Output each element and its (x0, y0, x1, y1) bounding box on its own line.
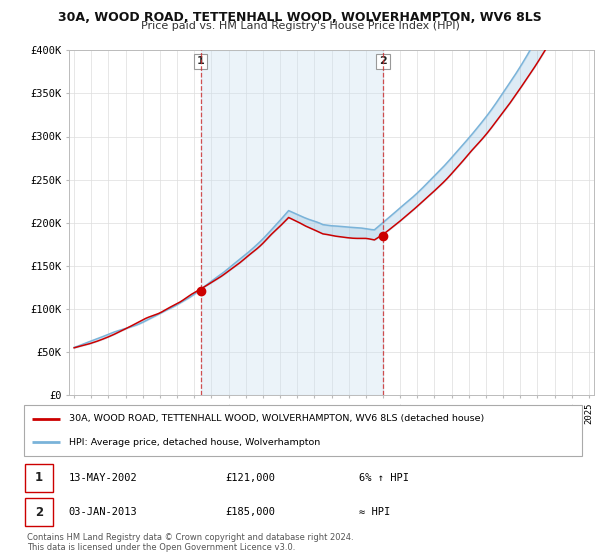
Text: HPI: Average price, detached house, Wolverhampton: HPI: Average price, detached house, Wolv… (68, 438, 320, 447)
Text: £121,000: £121,000 (225, 473, 275, 483)
Bar (200, 50, 383, 395)
Text: This data is licensed under the Open Government Licence v3.0.: This data is licensed under the Open Gov… (27, 543, 295, 552)
Text: 2: 2 (379, 57, 387, 67)
Text: 13-MAY-2002: 13-MAY-2002 (68, 473, 137, 483)
Text: 30A, WOOD ROAD, TETTENHALL WOOD, WOLVERHAMPTON, WV6 8LS (detached house): 30A, WOOD ROAD, TETTENHALL WOOD, WOLVERH… (68, 414, 484, 423)
Text: Contains HM Land Registry data © Crown copyright and database right 2024.: Contains HM Land Registry data © Crown c… (27, 533, 353, 542)
Text: 30A, WOOD ROAD, TETTENHALL WOOD, WOLVERHAMPTON, WV6 8LS: 30A, WOOD ROAD, TETTENHALL WOOD, WOLVERH… (58, 11, 542, 24)
FancyBboxPatch shape (25, 498, 53, 526)
FancyBboxPatch shape (24, 405, 582, 456)
Text: Price paid vs. HM Land Registry's House Price Index (HPI): Price paid vs. HM Land Registry's House … (140, 21, 460, 31)
Text: £185,000: £185,000 (225, 507, 275, 517)
Text: 1: 1 (197, 57, 205, 67)
FancyBboxPatch shape (25, 464, 53, 492)
Text: 03-JAN-2013: 03-JAN-2013 (68, 507, 137, 517)
Text: ≈ HPI: ≈ HPI (359, 507, 390, 517)
Text: 2: 2 (35, 506, 43, 519)
Text: 1: 1 (35, 472, 43, 484)
Text: 6% ↑ HPI: 6% ↑ HPI (359, 473, 409, 483)
